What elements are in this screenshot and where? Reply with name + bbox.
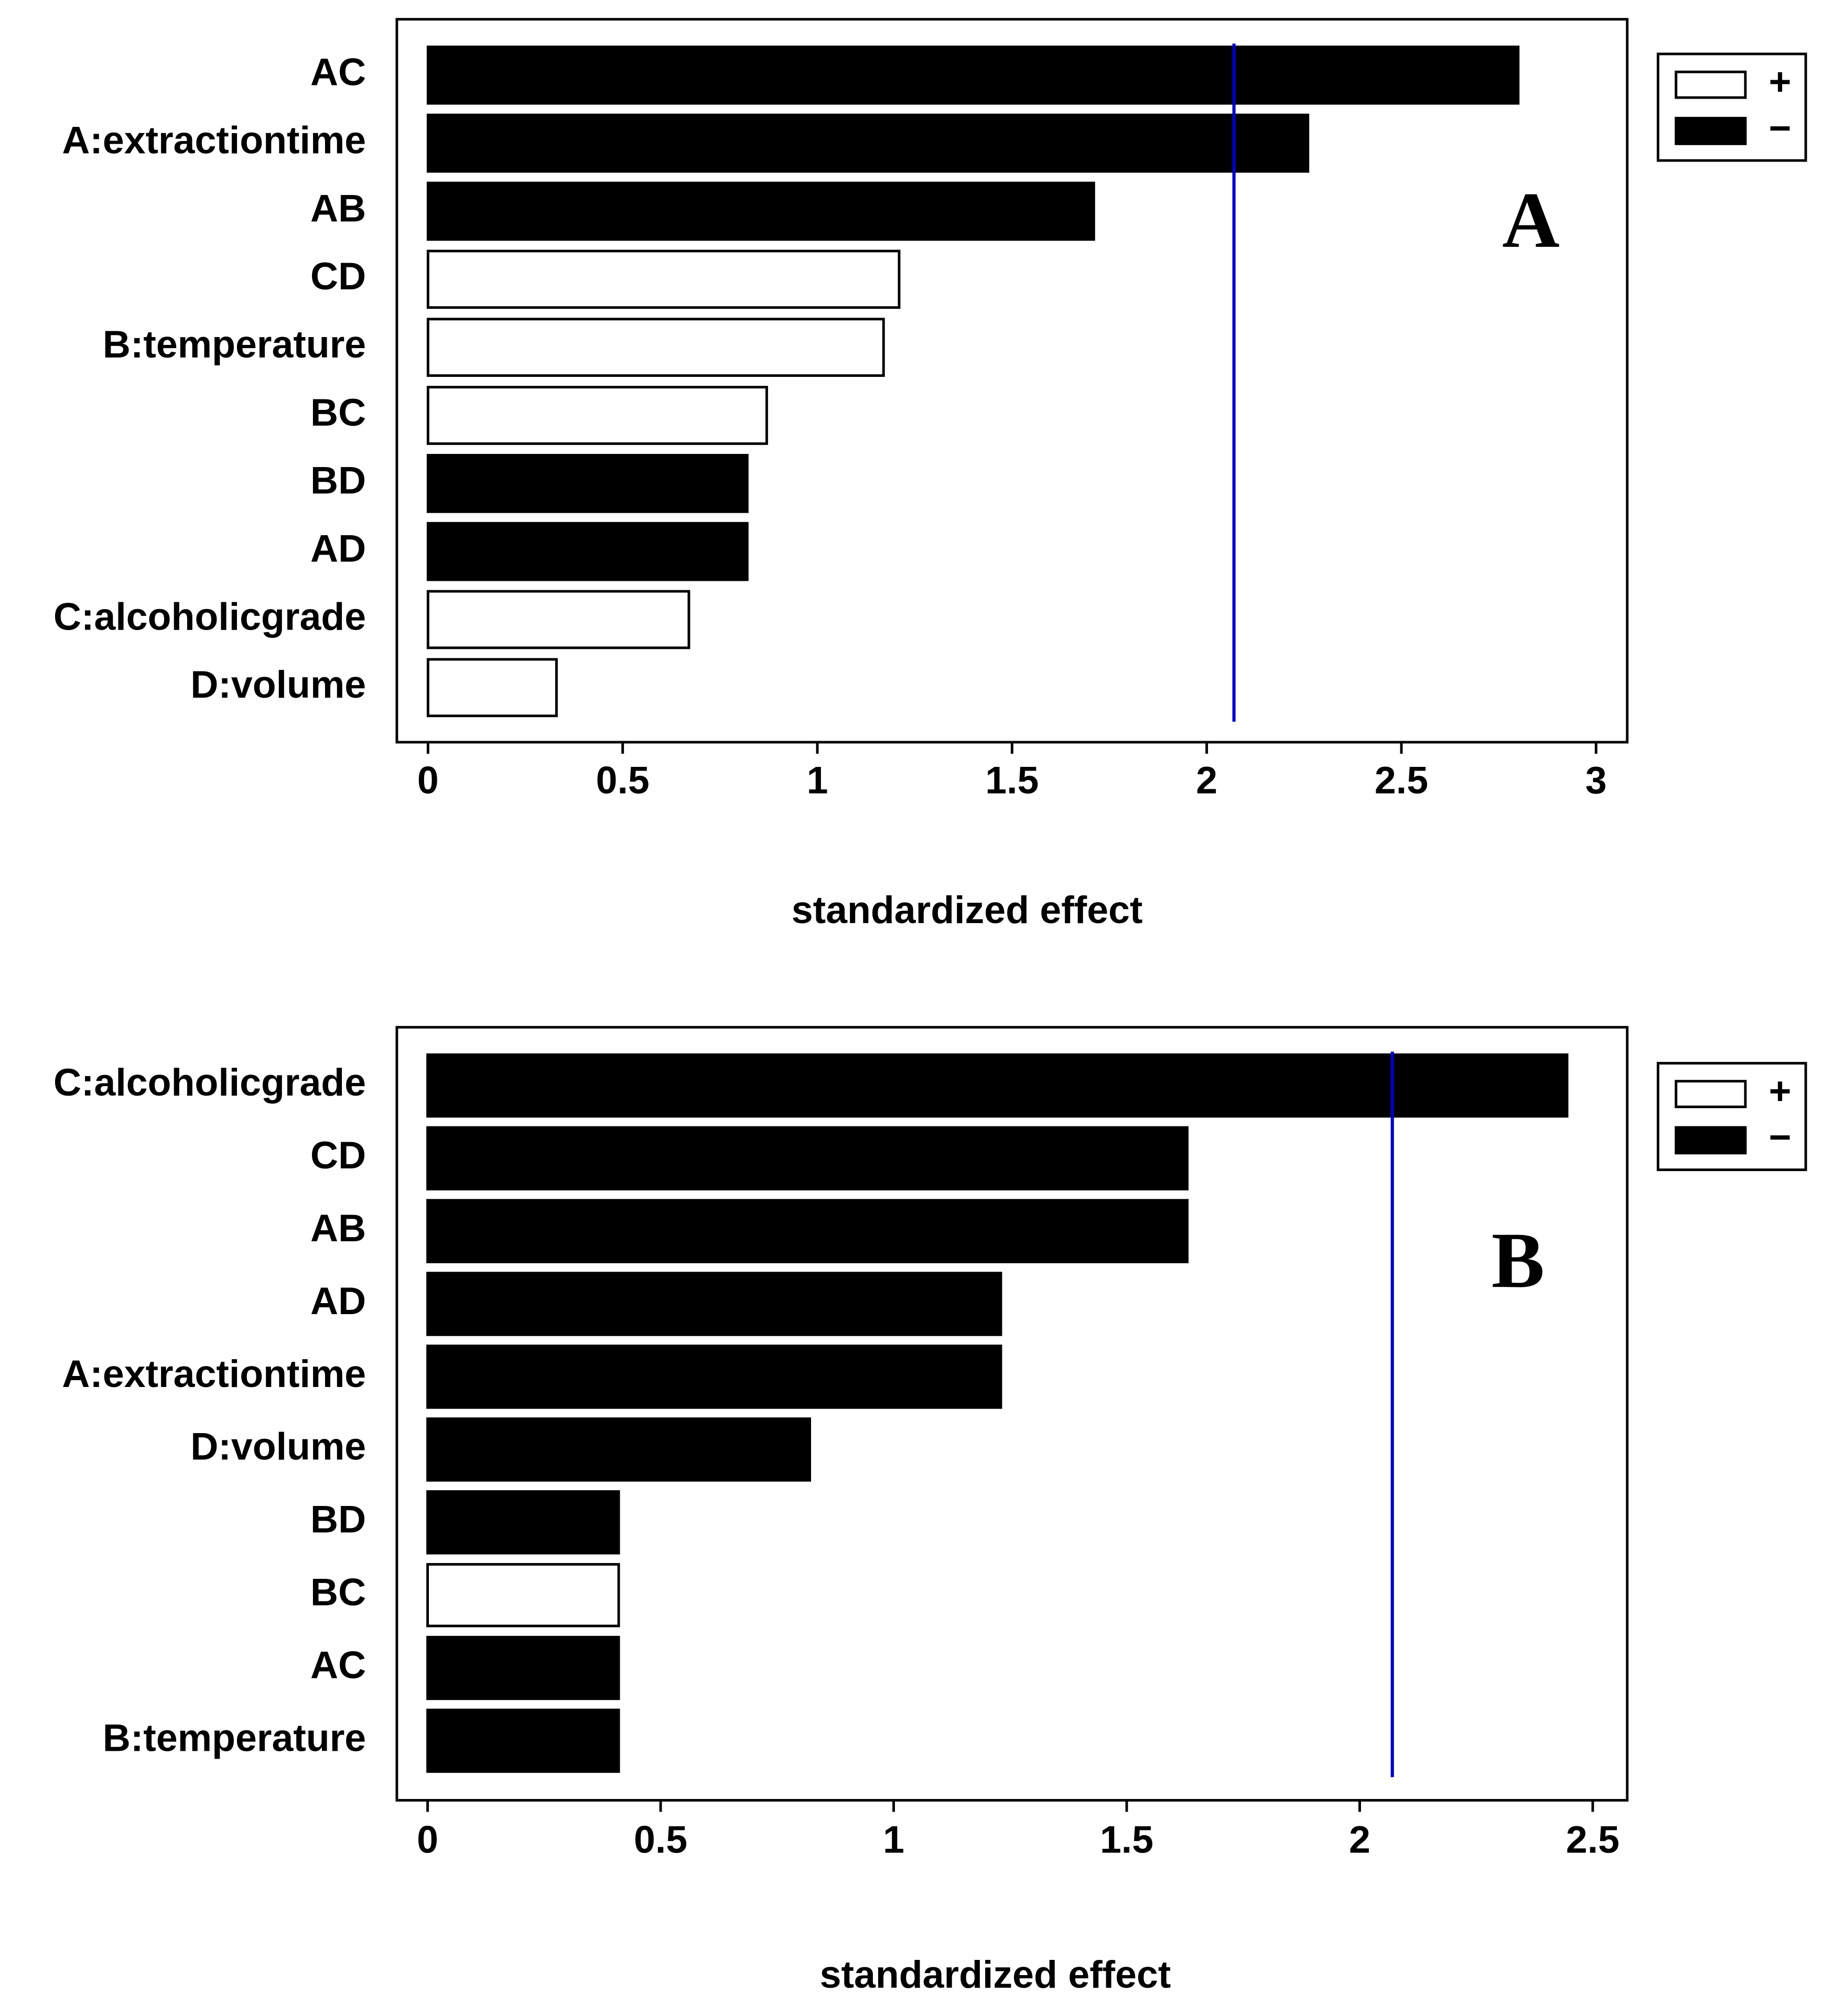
legend-swatch bbox=[1675, 116, 1747, 145]
bar bbox=[426, 590, 690, 649]
x-tick-label: 1 bbox=[807, 758, 828, 802]
bar bbox=[426, 1417, 812, 1482]
bar bbox=[426, 1345, 1002, 1409]
bar bbox=[426, 522, 749, 581]
bar bbox=[426, 1199, 1189, 1263]
category-label: B:temperature bbox=[103, 322, 366, 366]
bar bbox=[426, 113, 1310, 173]
bar bbox=[426, 318, 885, 377]
x-tick-label: 3 bbox=[1585, 758, 1607, 802]
bar bbox=[426, 1563, 620, 1628]
bar bbox=[426, 45, 1520, 105]
panel-label: A bbox=[1502, 176, 1560, 264]
bar bbox=[426, 453, 749, 513]
legend-swatch bbox=[1675, 1080, 1747, 1109]
x-tick-label: 2 bbox=[1349, 1818, 1370, 1861]
bar bbox=[426, 1126, 1189, 1190]
category-label: AD bbox=[310, 527, 366, 570]
legend-label: + bbox=[1769, 1069, 1791, 1113]
x-tick-label: 2.5 bbox=[1375, 758, 1428, 802]
x-tick-label: 0 bbox=[417, 758, 439, 802]
category-label: BD bbox=[310, 1498, 366, 1541]
legend-label: − bbox=[1769, 1115, 1791, 1159]
category-label: AC bbox=[310, 50, 366, 94]
x-tick-label: 0 bbox=[417, 1818, 438, 1861]
plot-frame bbox=[395, 1026, 1629, 1802]
category-label: B:temperature bbox=[103, 1716, 366, 1759]
category-label: A:extractiontime bbox=[62, 1352, 366, 1395]
category-label: D:volume bbox=[190, 1425, 366, 1468]
x-axis-label: standardized effect bbox=[792, 888, 1143, 931]
category-label: D:volume bbox=[190, 663, 366, 706]
category-label: C:alcoholicgrade bbox=[53, 1060, 366, 1104]
category-label: A:extractiontime bbox=[62, 118, 366, 162]
legend-swatch bbox=[1675, 70, 1747, 99]
legend-swatch bbox=[1675, 1126, 1747, 1155]
legend-label: − bbox=[1769, 106, 1791, 149]
x-tick-label: 2 bbox=[1196, 758, 1217, 802]
category-label: BD bbox=[310, 459, 366, 502]
category-label: AB bbox=[310, 1206, 366, 1250]
bar bbox=[426, 250, 901, 309]
x-tick-label: 0.5 bbox=[634, 1818, 687, 1861]
category-label: AC bbox=[310, 1643, 366, 1686]
category-label: CD bbox=[310, 254, 366, 298]
bar bbox=[426, 386, 768, 445]
category-label: BC bbox=[310, 1570, 366, 1614]
x-tick-label: 0.5 bbox=[596, 758, 650, 802]
bar bbox=[426, 1053, 1569, 1118]
bar bbox=[426, 1708, 620, 1773]
legend-label: + bbox=[1769, 60, 1791, 103]
x-tick-label: 1 bbox=[883, 1818, 904, 1861]
x-axis-label: standardized effect bbox=[820, 1953, 1171, 1996]
bar bbox=[426, 1635, 620, 1700]
x-tick-label: 1.5 bbox=[1100, 1818, 1153, 1861]
category-label: BC bbox=[310, 391, 366, 434]
panel-label: B bbox=[1492, 1216, 1545, 1304]
x-tick-label: 1.5 bbox=[985, 758, 1039, 802]
bar bbox=[426, 181, 1095, 241]
category-label: CD bbox=[310, 1133, 366, 1177]
category-label: AB bbox=[310, 186, 366, 230]
x-tick-label: 2.5 bbox=[1566, 1818, 1619, 1861]
category-label: C:alcoholicgrade bbox=[53, 594, 366, 638]
bar bbox=[426, 658, 558, 718]
bar bbox=[426, 1490, 620, 1555]
bar bbox=[426, 1272, 1002, 1336]
category-label: AD bbox=[310, 1279, 366, 1323]
